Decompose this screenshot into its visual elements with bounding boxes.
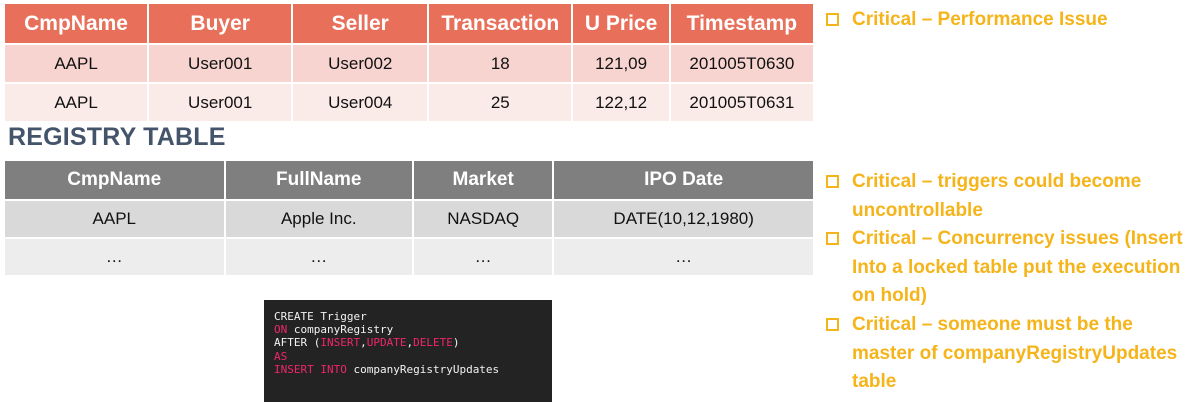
table-row: … … … …	[5, 237, 813, 275]
table-cell: 18	[429, 43, 572, 82]
table-cell: 201005T0631	[670, 82, 813, 121]
table-cell: 25	[429, 82, 572, 121]
registry-table: CmpName FullName Market IPO Date AAPL Ap…	[3, 161, 815, 275]
table-cell: …	[225, 237, 412, 275]
code-text: )	[452, 336, 460, 350]
column-header: CmpName	[5, 161, 224, 199]
sql-trigger-code: CREATE Trigger ON companyRegistry AFTER …	[264, 300, 552, 402]
code-text: companyRegistry	[287, 323, 394, 337]
list-item: Critical – Performance Issue	[824, 6, 1186, 35]
bullet-text: Critical – Performance Issue	[852, 9, 1108, 30]
table-cell: User004	[293, 82, 428, 121]
column-header: CmpName	[5, 4, 148, 43]
column-header: Transaction	[429, 4, 572, 43]
checkbox-bullet-icon	[826, 232, 839, 246]
table-header-row: CmpName Buyer Seller Transaction U Price…	[5, 4, 813, 43]
bullet-text: Critical – someone must be the master of…	[852, 313, 1178, 393]
list-item: Critical – someone must be the master of…	[824, 311, 1186, 397]
code-keyword: INSERT INTO	[274, 362, 347, 376]
table-cell: User002	[293, 43, 428, 82]
list-item: Critical – Concurrency issues (Insert In…	[824, 225, 1186, 311]
table-cell: …	[554, 237, 813, 275]
checkbox-bullet-icon	[826, 317, 839, 331]
table-cell: AAPL	[5, 43, 148, 82]
code-text: ,	[360, 336, 367, 350]
code-keyword: INSERT	[320, 336, 361, 350]
code-text: AFTER (	[274, 336, 321, 350]
column-header: U Price	[573, 4, 669, 43]
registry-table-heading: REGISTRY TABLE	[8, 123, 226, 151]
critical-notes-top: Critical – Performance Issue	[824, 6, 1186, 35]
table-cell: Apple Inc.	[225, 199, 412, 237]
table-cell: …	[5, 237, 224, 275]
table-row: AAPL Apple Inc. NASDAQ DATE(10,12,1980)	[5, 199, 813, 237]
checkbox-bullet-icon	[826, 13, 839, 26]
code-keyword: AS	[274, 349, 288, 363]
column-header: Buyer	[149, 4, 292, 43]
code-keyword: UPDATE	[366, 336, 407, 350]
code-line: CREATE Trigger	[274, 310, 367, 323]
table-cell: NASDAQ	[413, 199, 553, 237]
table-cell: 122,12	[573, 82, 669, 121]
code-keyword: DELETE	[413, 336, 453, 350]
table-row: AAPL User001 User002 18 121,09 201005T06…	[5, 43, 813, 82]
table-cell: AAPL	[5, 199, 224, 237]
column-header: Seller	[293, 4, 428, 43]
critical-notes-bottom: Critical – triggers could become uncontr…	[824, 168, 1186, 397]
table-cell: 201005T0630	[670, 43, 813, 82]
column-header: IPO Date	[554, 161, 813, 199]
table-cell: User001	[149, 43, 292, 82]
list-item: Critical – triggers could become uncontr…	[824, 168, 1186, 225]
table-cell: 121,09	[573, 43, 669, 82]
bullet-text: Critical – Concurrency issues (Insert In…	[852, 228, 1183, 307]
column-header: FullName	[225, 161, 412, 199]
table-cell: DATE(10,12,1980)	[554, 199, 813, 237]
table-header-row: CmpName FullName Market IPO Date	[5, 161, 813, 199]
code-text: companyRegistryUpdates	[346, 362, 500, 376]
table-row: AAPL User001 User004 25 122,12 201005T06…	[5, 82, 813, 121]
table-cell: …	[413, 237, 553, 275]
column-header: Market	[413, 161, 553, 199]
table-cell: AAPL	[5, 82, 148, 121]
table-cell: User001	[149, 82, 292, 121]
checkbox-bullet-icon	[826, 175, 839, 188]
code-text: ,	[406, 336, 414, 350]
transactions-table: CmpName Buyer Seller Transaction U Price…	[3, 4, 815, 121]
column-header: Timestamp	[670, 4, 813, 43]
code-keyword: ON	[274, 323, 288, 337]
bullet-text: Critical – triggers could become uncontr…	[852, 171, 1142, 221]
